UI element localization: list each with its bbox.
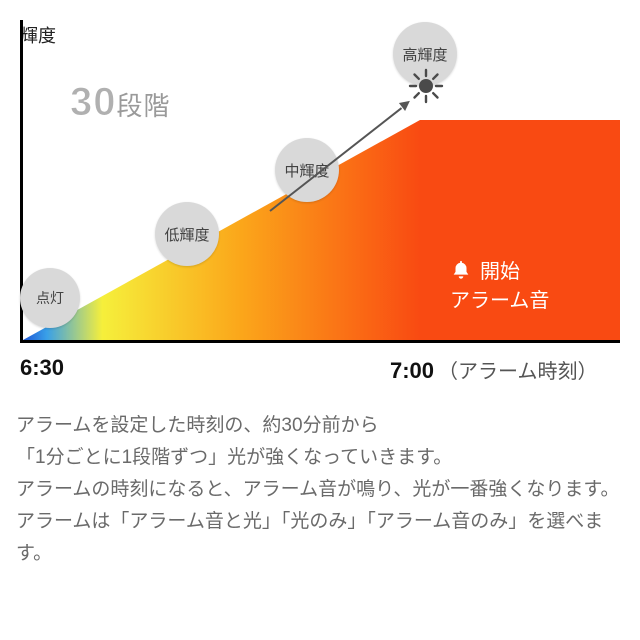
time-start: 6:30 xyxy=(20,355,64,381)
time-paren: （アラーム時刻） xyxy=(438,361,597,383)
brightness-badge-1: 低輝度 xyxy=(155,202,219,266)
alarm-start-block: 開始 アラーム音 xyxy=(450,255,549,313)
bell-icon xyxy=(450,259,472,281)
desc-p3: アラームの時刻になると、アラーム音が鳴り、光が一番強くなります。 xyxy=(16,474,624,506)
y-axis-label: 輝度 xyxy=(20,22,56,48)
gradient-ramp xyxy=(23,120,420,340)
desc-p1: アラームを設定した時刻の、約30分前から xyxy=(16,410,624,442)
desc-p2: 「1分ごとに1段階ずつ」光が強くなっていきます。 xyxy=(16,442,624,474)
sun-icon xyxy=(408,68,444,104)
steps-number: 30 xyxy=(70,80,117,124)
alarm-line2: アラーム音 xyxy=(450,284,549,313)
brightness-chart: 輝度 30段階 点灯低輝度中輝度高輝度 開始 xyxy=(20,10,620,350)
steps-label: 30段階 xyxy=(70,80,171,125)
brightness-badge-0: 点灯 xyxy=(20,268,80,328)
alarm-line1: 開始 xyxy=(480,255,520,284)
description-text: アラームを設定した時刻の、約30分前から 「1分ごとに1段階ずつ」光が強くなって… xyxy=(16,410,624,570)
time-end: 7:00（アラーム時刻） xyxy=(390,355,597,384)
x-axis-line xyxy=(20,340,620,343)
brightness-badge-2: 中輝度 xyxy=(275,138,339,202)
steps-suffix: 段階 xyxy=(117,91,171,121)
desc-p4: アラームは「アラーム音と光」「光のみ」「アラーム音のみ」を選べます。 xyxy=(16,506,624,570)
